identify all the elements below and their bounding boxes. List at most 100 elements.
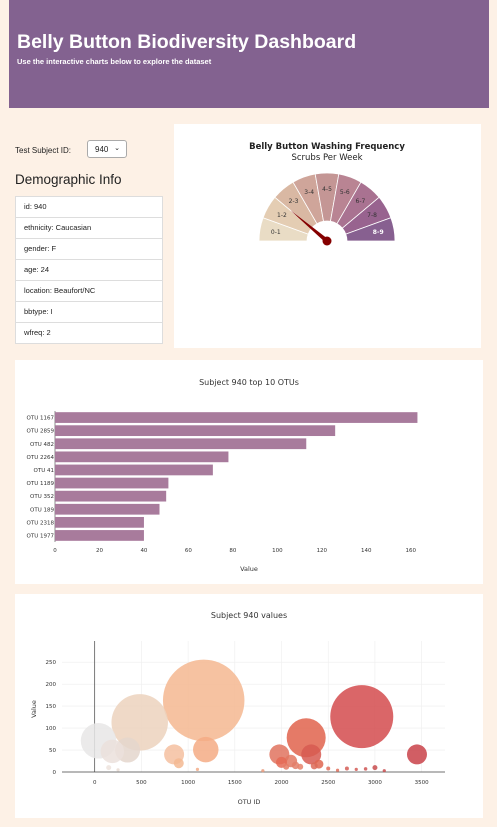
bubble-x-tick-label: 500 <box>136 780 147 786</box>
bubble-chart-ylabel: Value <box>30 700 38 718</box>
bubble-chart: Subject 940 values OTU ID Value 0 500 1000… <box>30 611 445 806</box>
bubble-point <box>344 766 349 771</box>
bar-x-tick-label: 160 <box>406 548 417 554</box>
demographic-item: wfreq: 2 <box>24 328 51 337</box>
gauge-segment-label: 0-1 <box>271 229 281 236</box>
gauge-subtitle: Scrubs Per Week <box>291 153 362 163</box>
bubble-point <box>382 769 386 773</box>
bar <box>55 477 169 489</box>
demographic-item: id: 940 <box>16 197 162 218</box>
chevron-down-icon: ⌄ <box>114 145 120 152</box>
demographic-info-title: Demographic Info <box>15 172 122 187</box>
bubble-chart-title: Subject 940 values <box>211 611 287 620</box>
bar-x-tick-label: 60 <box>185 548 192 554</box>
bar-category-label: OTU 1977 <box>27 533 55 539</box>
bar-category-label: OTU 352 <box>30 494 54 500</box>
bar <box>55 438 307 450</box>
bar-category-label: OTU 2318 <box>27 520 55 526</box>
bubble-point <box>326 766 331 771</box>
gauge-needle <box>290 210 329 243</box>
bar-chart: Subject 940 top 10 OTUs Value OTU 1167 OT… <box>27 378 418 573</box>
bar-chart-card: Subject 940 top 10 OTUs Value OTU 1167 OT… <box>15 360 483 584</box>
bar-category-label: OTU 482 <box>30 442 54 448</box>
demographic-item: ethnicity: Caucasian <box>16 218 162 239</box>
bar <box>55 464 213 476</box>
gauge-segment-label: 6-7 <box>356 198 366 205</box>
bubble-y-tick-label: 0 <box>53 770 57 776</box>
gauge-segment-label: 4-5 <box>322 186 332 193</box>
bar <box>55 490 167 502</box>
test-subject-select[interactable]: 940 ⌄ <box>87 140 127 158</box>
bubble-y-tick-label: 150 <box>46 704 57 710</box>
gauge-segment-label: 2-3 <box>289 198 299 205</box>
bar-category-label: OTU 2264 <box>27 455 55 461</box>
page-title: Belly Button Biodiversity Dashboard <box>17 31 357 53</box>
bar-x-tick-label: 40 <box>140 548 147 554</box>
demographic-info-panel: id: 940 ethnicity: Caucasian gender: F a… <box>15 196 163 344</box>
bar-category-label: OTU 41 <box>34 468 54 474</box>
bar-category-label: OTU 1167 <box>27 416 55 422</box>
bar-category-label: OTU 1189 <box>27 481 55 487</box>
bubble-point <box>363 767 368 771</box>
bar-x-tick-label: 80 <box>229 548 236 554</box>
bubble-y-tick-label: 200 <box>46 682 57 688</box>
demographic-item: gender: F <box>16 239 162 260</box>
bubble-x-tick-label: 1000 <box>181 780 195 786</box>
bubble-x-tick-label: 3000 <box>368 780 382 786</box>
bubble-y-tick-label: 50 <box>49 748 56 754</box>
gauge-chart: Belly Button Washing Frequency Scrubs Pe… <box>249 142 405 246</box>
bar <box>55 516 144 528</box>
header-banner: Belly Button Biodiversity Dashboard Use … <box>9 0 489 108</box>
gauge-segment-label: 7-8 <box>367 212 377 219</box>
bar-x-tick-label: 0 <box>53 548 57 554</box>
demographic-item: bbtype: I <box>16 302 162 323</box>
demographic-item: age: 24 <box>16 260 162 281</box>
bubble-x-tick-label: 2500 <box>321 780 335 786</box>
gauge-needle-hub <box>322 236 332 246</box>
bubble-point <box>372 765 378 771</box>
gauge-segment-label: 3-4 <box>304 189 314 196</box>
bubble-point <box>297 763 304 770</box>
demographic-item: location: Beaufort/NC <box>16 281 162 302</box>
bubble-point <box>193 736 219 763</box>
bubble-x-tick-label: 0 <box>93 780 97 786</box>
bubble-chart-xlabel: OTU ID <box>238 798 261 806</box>
bar-x-tick-label: 100 <box>272 548 283 554</box>
bubble-point <box>162 659 245 742</box>
bar-chart-title: Subject 940 top 10 OTUs <box>199 378 299 387</box>
bubble-point <box>106 765 112 771</box>
gauge-card: Belly Button Washing Frequency Scrubs Pe… <box>174 124 481 348</box>
bubble-point <box>111 694 168 751</box>
bubble-x-tick-label: 2000 <box>275 780 289 786</box>
bar-chart-xlabel: Value <box>240 565 258 573</box>
bubble-point <box>354 767 358 771</box>
gauge-segment-label: 8-9 <box>373 229 384 236</box>
gauge-segment-label: 1-2 <box>277 212 287 219</box>
bar <box>55 451 229 463</box>
bubble-point <box>195 767 200 771</box>
bar <box>55 530 144 541</box>
bubble-point <box>301 744 322 765</box>
bubble-y-tick-label: 250 <box>46 660 57 666</box>
bubble-point <box>283 763 290 770</box>
bubble-point <box>335 768 340 772</box>
bar-x-tick-label: 140 <box>361 548 372 554</box>
bubble-point <box>310 762 318 770</box>
bar-x-tick-label: 20 <box>96 548 103 554</box>
gauge-title: Belly Button Washing Frequency <box>249 142 405 152</box>
bar-category-label: OTU 2859 <box>27 429 55 435</box>
bubble-point <box>100 739 125 764</box>
bar-x-tick-label: 120 <box>317 548 328 554</box>
bubble-chart-card: Subject 940 values OTU ID Value 0 500 1000… <box>15 594 483 818</box>
bubble-y-tick-label: 100 <box>46 726 57 732</box>
test-subject-value: 940 <box>95 144 109 154</box>
bubble-x-tick-label: 1500 <box>228 780 242 786</box>
bubble-point <box>406 744 427 765</box>
bar <box>55 412 418 423</box>
bubble-point <box>116 768 120 772</box>
bar-category-label: OTU 189 <box>30 507 54 513</box>
bar <box>55 425 336 437</box>
bubble-point <box>330 685 394 749</box>
page-subtitle: Use the interactive charts below to expl… <box>17 57 212 66</box>
test-subject-label: Test Subject ID: <box>15 146 72 155</box>
